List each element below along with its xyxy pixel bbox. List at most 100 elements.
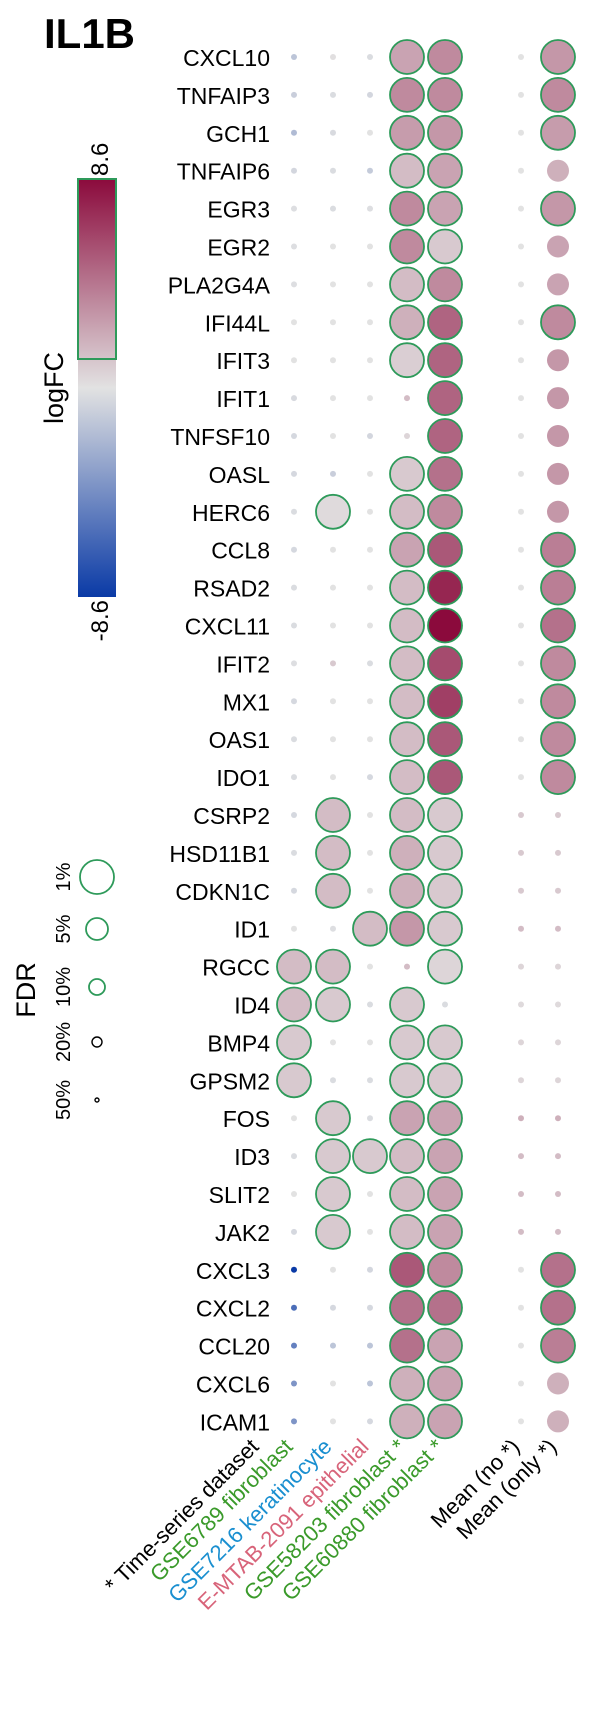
dot-id4-col7 bbox=[555, 1001, 561, 1008]
dot-id1-col1 bbox=[291, 925, 297, 932]
gene-label-slit2: SLIT2 bbox=[209, 1182, 270, 1208]
dot-cxcl2-col3 bbox=[367, 1304, 373, 1311]
dot-ccl8-col4 bbox=[389, 531, 425, 568]
dot-fos-col2 bbox=[315, 1100, 351, 1137]
gene-label-hsd11b1: HSD11B1 bbox=[169, 841, 270, 867]
dot-egr2-col3 bbox=[367, 243, 373, 250]
gene-label-jak2: JAK2 bbox=[215, 1220, 270, 1246]
fdr-legend-circle-1 bbox=[85, 917, 109, 941]
dot-rsad2-col1 bbox=[291, 584, 297, 591]
dot-cxcl11-col3 bbox=[367, 622, 373, 629]
dot-cxcl3-col3 bbox=[367, 1266, 373, 1273]
dot-cxcl11-col1 bbox=[291, 622, 297, 629]
logfc-color-legend: 8.6 -8.6 logFC bbox=[39, 143, 117, 641]
dot-oasl-col1 bbox=[291, 470, 297, 477]
dot-gpsm2-col1 bbox=[276, 1062, 312, 1099]
dot-gch1-col7 bbox=[540, 114, 576, 151]
dot-gpsm2-col5 bbox=[427, 1062, 463, 1099]
dot-id3-col6 bbox=[518, 1153, 524, 1160]
dot-oasl-col7 bbox=[547, 462, 569, 485]
dot-oasl-col3 bbox=[367, 470, 373, 477]
dot-tnfsf10-col1 bbox=[291, 433, 297, 439]
dot-pla2g4a-col4 bbox=[389, 266, 425, 303]
dot-cxcl6-col4 bbox=[389, 1365, 425, 1402]
dot-egr3-col1 bbox=[291, 205, 297, 212]
dot-hsd11b1-col4 bbox=[389, 835, 425, 871]
gene-label-id1: ID1 bbox=[234, 917, 270, 943]
dot-cxcl2-col6 bbox=[518, 1304, 524, 1311]
dot-egr3-col3 bbox=[367, 205, 373, 212]
fdr-legend-circle-0 bbox=[79, 859, 115, 895]
dot-cxcl10-col6 bbox=[518, 54, 524, 60]
dot-csrp2-col6 bbox=[518, 812, 524, 818]
dot-ccl20-col7 bbox=[540, 1327, 576, 1364]
dot-ifit2-col5 bbox=[427, 645, 463, 682]
dot-gch1-col3 bbox=[367, 129, 373, 136]
dot-ifit3-col7 bbox=[547, 349, 569, 372]
dot-grid bbox=[276, 39, 576, 1440]
dot-rgcc-col4 bbox=[404, 963, 410, 970]
dot-ifi44l-col1 bbox=[291, 319, 297, 326]
dot-tnfsf10-col6 bbox=[518, 433, 524, 439]
dot-cxcl2-col1 bbox=[291, 1304, 297, 1311]
gene-label-cxcl2: CXCL2 bbox=[196, 1296, 270, 1322]
dot-rsad2-col4 bbox=[389, 569, 425, 606]
dot-oas1-col6 bbox=[518, 736, 524, 743]
gene-label-icam1: ICAM1 bbox=[200, 1409, 270, 1435]
dot-bmp4-col6 bbox=[518, 1039, 524, 1046]
dot-ifi44l-col7 bbox=[540, 304, 576, 341]
dot-oas1-col1 bbox=[291, 736, 297, 743]
dot-cxcl3-col7 bbox=[540, 1251, 576, 1288]
dot-csrp2-col1 bbox=[291, 812, 297, 818]
gene-label-ifit2: IFIT2 bbox=[216, 651, 270, 677]
gene-label-fos: FOS bbox=[223, 1106, 270, 1132]
dot-ccl20-col1 bbox=[291, 1342, 297, 1349]
dot-cxcl10-col3 bbox=[367, 54, 373, 60]
dot-tnfaip6-col1 bbox=[291, 167, 297, 174]
dot-cxcl11-col2 bbox=[330, 622, 336, 629]
dot-cdkn1c-col3 bbox=[367, 887, 373, 894]
dot-ido1-col1 bbox=[291, 774, 297, 781]
dot-ifi44l-col2 bbox=[330, 319, 336, 326]
gene-label-ccl20: CCL20 bbox=[198, 1334, 270, 1360]
gene-label-ifit3: IFIT3 bbox=[216, 348, 270, 374]
dot-ccl8-col7 bbox=[540, 531, 576, 568]
dot-ido1-col4 bbox=[389, 759, 425, 795]
dot-id3-col4 bbox=[389, 1138, 425, 1174]
dot-ccl8-col3 bbox=[367, 546, 373, 553]
dot-cxcl11-col7 bbox=[540, 607, 576, 644]
gene-label-egr2: EGR2 bbox=[207, 235, 270, 261]
dot-slit2-col6 bbox=[518, 1191, 524, 1197]
gene-label-ccl8: CCL8 bbox=[211, 538, 270, 564]
dot-cxcl2-col2 bbox=[330, 1304, 336, 1311]
dot-icam1-col1 bbox=[291, 1418, 297, 1425]
dot-rsad2-col3 bbox=[367, 584, 373, 591]
logfc-colorbar bbox=[78, 179, 116, 597]
dot-ifit3-col3 bbox=[367, 357, 373, 364]
logfc-significant-range-outline bbox=[77, 178, 117, 360]
dot-gch1-col2 bbox=[330, 129, 336, 136]
dot-id1-col4 bbox=[389, 910, 425, 947]
dot-bmp4-col5 bbox=[427, 1024, 463, 1061]
gene-label-herc6: HERC6 bbox=[192, 500, 270, 526]
dot-cdkn1c-col6 bbox=[518, 887, 524, 894]
dot-cdkn1c-col7 bbox=[555, 887, 561, 894]
dot-tnfaip6-col7 bbox=[547, 159, 569, 182]
dot-csrp2-col5 bbox=[427, 797, 463, 833]
dot-cxcl6-col7 bbox=[547, 1372, 569, 1395]
dot-fos-col3 bbox=[367, 1115, 373, 1122]
gene-label-rgcc: RGCC bbox=[202, 955, 270, 981]
dot-tnfsf10-col2 bbox=[330, 433, 336, 439]
dot-hsd11b1-col6 bbox=[518, 849, 524, 856]
dot-jak2-col1 bbox=[291, 1228, 297, 1235]
dot-mx1-col7 bbox=[540, 683, 576, 720]
fdr-legend-label-0: 1% bbox=[53, 862, 75, 891]
gene-label-tnfsf10: TNFSF10 bbox=[170, 424, 270, 450]
gene-label-oasl: OASL bbox=[209, 462, 271, 488]
gene-label-id4: ID4 bbox=[234, 993, 270, 1019]
dot-cdkn1c-col5 bbox=[427, 872, 463, 909]
dot-gch1-col4 bbox=[389, 114, 425, 151]
dot-jak2-col7 bbox=[555, 1228, 561, 1235]
dot-egr3-col2 bbox=[330, 205, 336, 212]
dot-gch1-col5 bbox=[427, 114, 463, 151]
